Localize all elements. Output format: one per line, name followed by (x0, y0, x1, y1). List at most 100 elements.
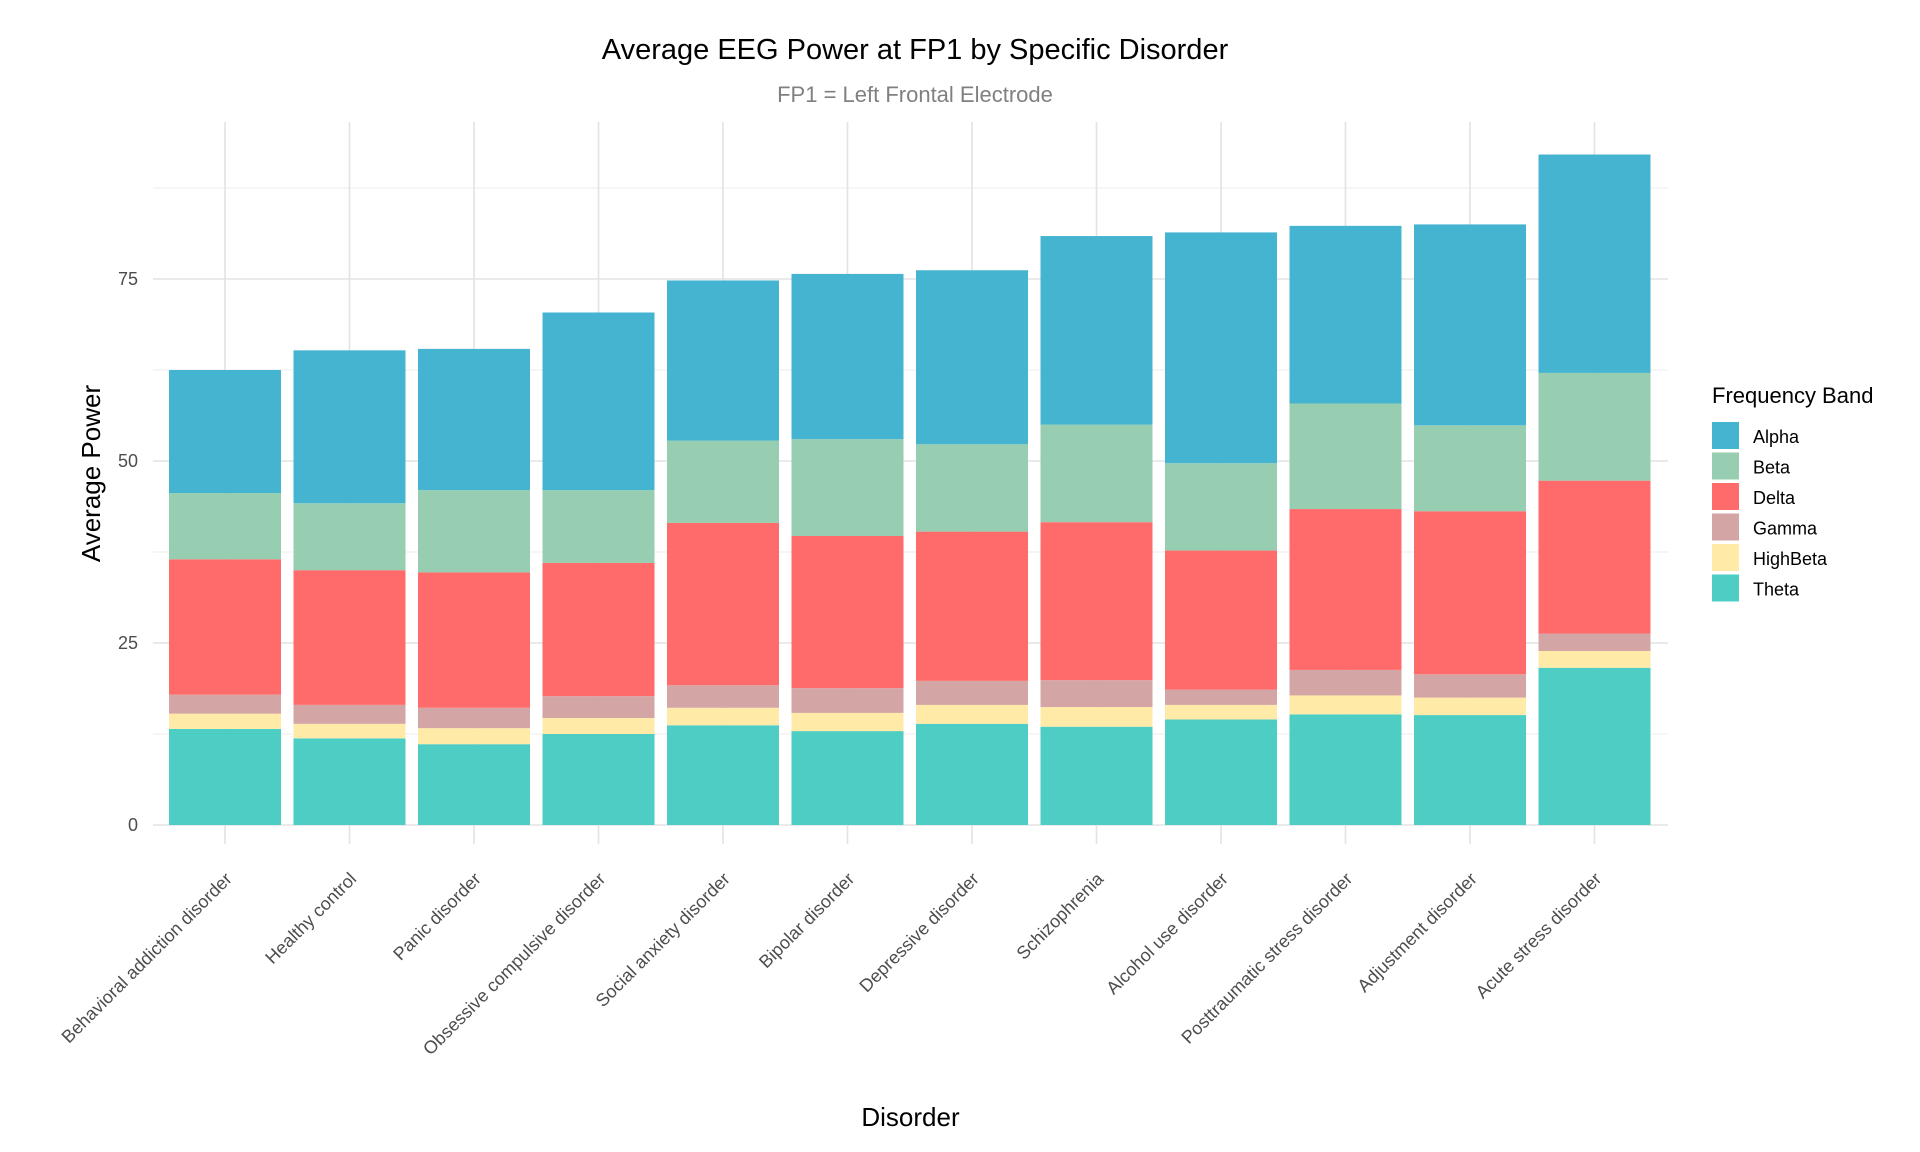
bar-segment-highbeta (418, 728, 530, 745)
x-tick-label: Panic disorder (389, 869, 485, 965)
bar-segment-alpha (1165, 232, 1277, 464)
bar-segment-alpha (667, 280, 779, 441)
legend-label-beta: Beta (1753, 458, 1791, 478)
bar-segment-beta (667, 440, 779, 523)
bar-segment-highbeta (791, 712, 904, 732)
y-tick-label: 75 (118, 269, 138, 289)
x-tick-label: Adjustment disorder (1353, 869, 1480, 996)
legend-swatch-beta (1712, 452, 1739, 480)
bar-segment-highbeta (916, 704, 1028, 724)
bar-segment-beta (791, 439, 904, 536)
x-tick-label: Depressive disorder (855, 869, 982, 996)
legend: Frequency Band Alpha Beta Delta Gamma HighBe… (1712, 383, 1873, 602)
bar-segment-alpha (1414, 224, 1526, 426)
legend-label-alpha: Alpha (1753, 427, 1800, 447)
legend-swatch-gamma (1712, 513, 1739, 541)
bar-segment-beta (542, 490, 655, 563)
bar-segment-gamma (1414, 674, 1526, 698)
legend-label-delta: Delta (1753, 488, 1796, 508)
bar-segment-theta (418, 744, 530, 825)
bar-segment-alpha (418, 348, 530, 491)
bar-segment-alpha (791, 273, 904, 440)
legend-label-theta: Theta (1753, 580, 1800, 600)
bar-segment-highbeta (1165, 704, 1277, 720)
bar-segment-alpha (542, 312, 655, 491)
bar-segment-highbeta (542, 717, 655, 734)
x-tick-label: Social anxiety disorder (592, 869, 734, 1011)
bar-segment-beta (1289, 403, 1402, 510)
bar-segment-delta (542, 562, 655, 697)
bar-segment-theta (293, 738, 406, 825)
bar-segment-beta (169, 493, 281, 560)
bar-segment-gamma (1538, 633, 1651, 652)
bar-segment-delta (293, 570, 406, 705)
bar-segment-alpha (916, 270, 1028, 445)
legend-swatch-highbeta (1712, 544, 1739, 571)
bar-segment-alpha (1040, 236, 1153, 425)
bar-segment-beta (418, 490, 530, 573)
bar-segment-alpha (169, 370, 281, 494)
bar-segment-delta (1165, 550, 1277, 690)
bar-segment-theta (791, 731, 904, 825)
y-tick-label: 50 (118, 451, 138, 471)
x-tick-label: Behavioral addiction disorder (58, 869, 236, 1047)
bar-segment-beta (916, 444, 1028, 532)
bar-segment-theta (1538, 667, 1651, 825)
bar-segment-theta (1040, 726, 1153, 825)
chart-subtitle: FP1 = Left Frontal Electrode (777, 82, 1053, 107)
x-tick-label: Alcohol use disorder (1102, 869, 1231, 998)
legend-label-gamma: Gamma (1753, 519, 1818, 539)
bar-segment-alpha (1538, 154, 1651, 373)
x-tick-label: Healthy control (261, 869, 360, 968)
x-tick-label: Acute stress disorder (1472, 869, 1606, 1003)
bar-segment-highbeta (1414, 697, 1526, 716)
y-tick-labels: 0 25 50 75 (118, 269, 138, 835)
bar-segment-delta (1414, 511, 1526, 675)
legend-label-highbeta: HighBeta (1753, 549, 1828, 569)
bar-segment-theta (916, 723, 1028, 825)
bar-segment-gamma (169, 694, 281, 714)
bar-segment-beta (293, 503, 406, 571)
chart-title: Average EEG Power at FP1 by Specific Dis… (601, 34, 1229, 66)
bar-segment-beta (1538, 372, 1651, 481)
bar-segment-gamma (916, 680, 1028, 705)
bar-segment-theta (1414, 715, 1526, 825)
bar-segment-delta (791, 535, 904, 689)
bar-segment-delta (1289, 509, 1402, 670)
bar-segment-highbeta (1289, 695, 1402, 715)
bar-segment-delta (667, 522, 779, 686)
bar-segment-gamma (542, 696, 655, 718)
bar-segment-highbeta (1040, 707, 1153, 727)
bar-segment-delta (418, 572, 530, 708)
x-tick-label: Bipolar disorder (755, 869, 858, 972)
bar-segment-delta (1040, 522, 1153, 681)
y-axis-title: Average Power (76, 385, 106, 563)
bar-segment-highbeta (667, 707, 779, 726)
bar-segment-beta (1165, 463, 1277, 551)
bar-segment-theta (1289, 714, 1402, 825)
x-tick-label: Schizophrenia (1013, 868, 1109, 964)
legend-swatch-alpha (1712, 422, 1739, 449)
bar-segment-gamma (791, 688, 904, 713)
bar-segment-beta (1414, 425, 1526, 512)
legend-swatch-delta (1712, 483, 1739, 510)
bar-segment-alpha (1289, 225, 1402, 404)
y-tick-label: 0 (128, 815, 138, 835)
bar-segment-gamma (1289, 669, 1402, 696)
bar-segment-theta (667, 725, 779, 825)
legend-swatch-theta (1712, 574, 1739, 602)
bar-segment-alpha (293, 350, 406, 504)
bar-segment-delta (1538, 480, 1651, 634)
bar-segment-gamma (293, 704, 406, 724)
legend-title: Frequency Band (1712, 383, 1873, 408)
bars-layer (169, 154, 1651, 825)
bar-segment-gamma (1040, 680, 1153, 708)
x-tick-labels: Behavioral addiction disorder Healthy con… (58, 868, 1606, 1059)
bar-segment-beta (1040, 424, 1153, 523)
bar-segment-theta (542, 734, 655, 825)
bar-segment-highbeta (1538, 651, 1651, 668)
bar-segment-theta (169, 728, 281, 825)
bar-segment-highbeta (293, 723, 406, 739)
bar-segment-delta (169, 559, 281, 695)
